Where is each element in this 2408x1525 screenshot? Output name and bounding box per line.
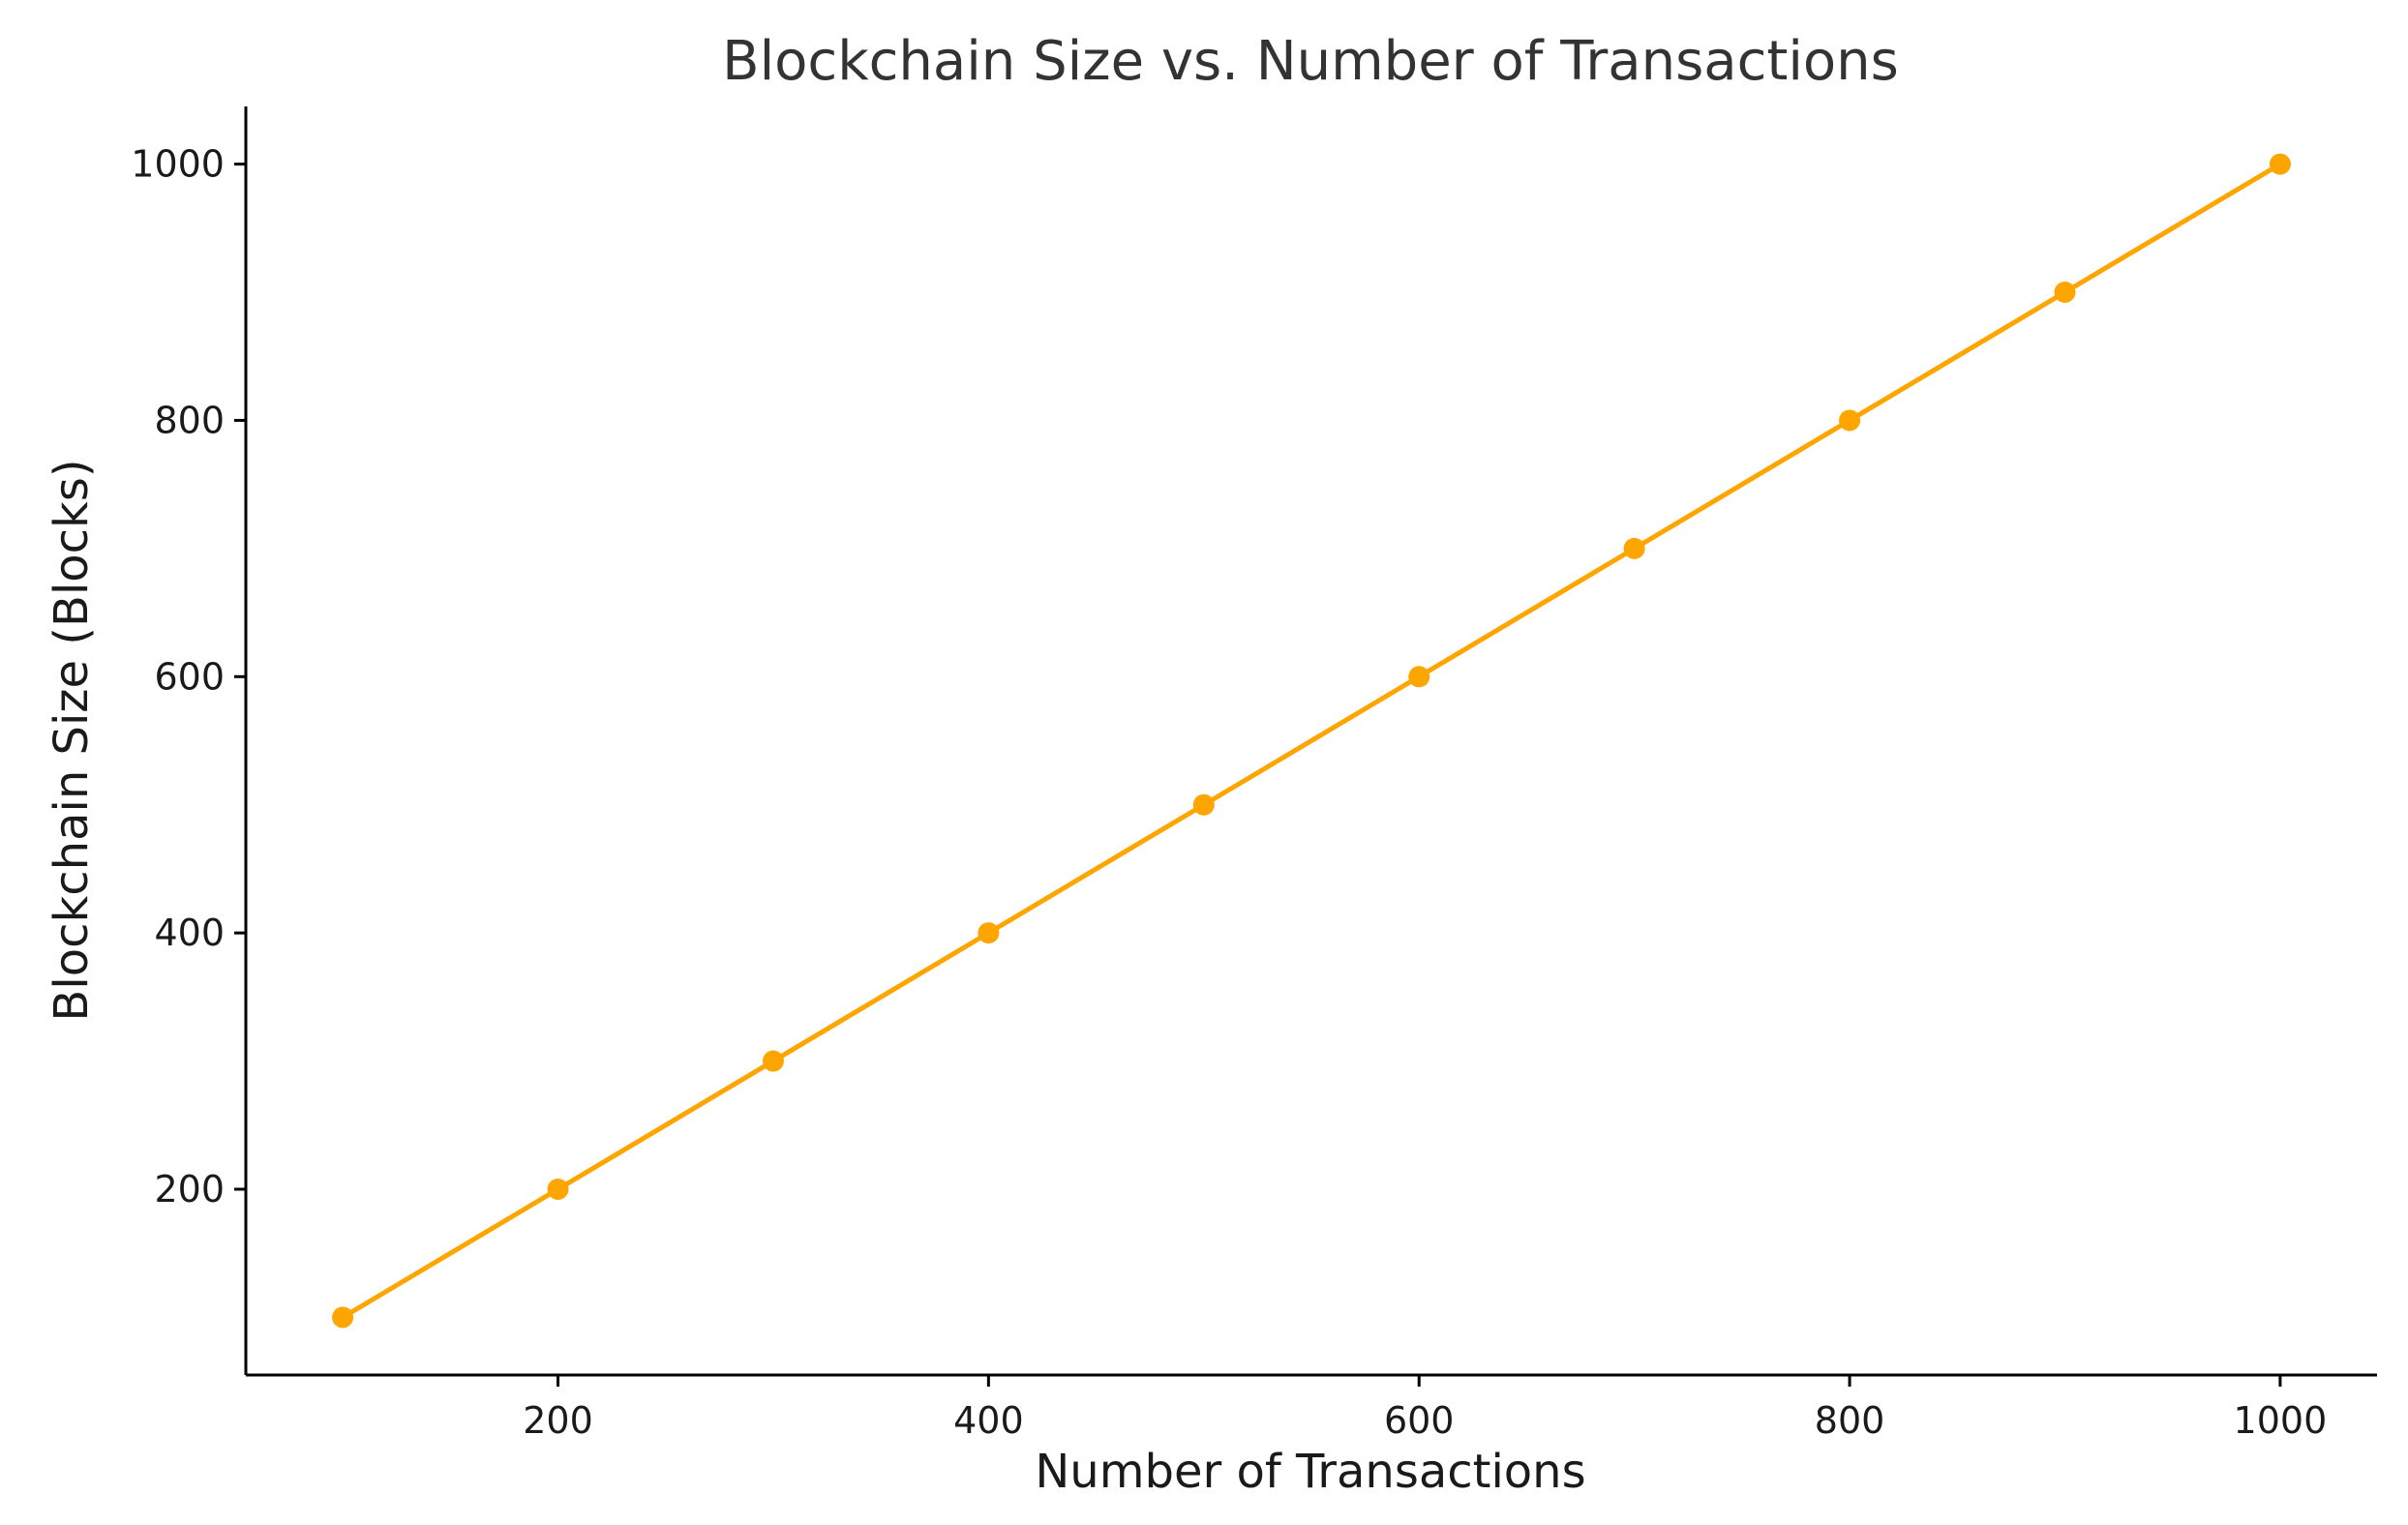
data-point: [1192, 793, 1215, 816]
data-point: [547, 1178, 569, 1200]
y-tick-label: 600: [154, 655, 225, 698]
y-axis-ticks: 200 400 600 800 1000: [131, 143, 246, 1211]
data-point: [1408, 666, 1430, 688]
x-tick-label: 400: [953, 1399, 1024, 1442]
y-tick-label: 400: [154, 912, 225, 954]
x-axis-label: Number of Transactions: [1035, 1445, 1585, 1499]
x-tick-label: 800: [1815, 1399, 1885, 1442]
data-point: [762, 1050, 784, 1072]
y-tick-label: 1000: [131, 143, 225, 186]
y-tick-label: 200: [154, 1168, 225, 1211]
data-point: [978, 922, 1000, 944]
data-point: [2269, 153, 2291, 175]
data-point: [1623, 537, 1645, 559]
data-point: [332, 1306, 354, 1329]
series-line: [341, 162, 2282, 1320]
chart-title: Blockchain Size vs. Number of Transactio…: [722, 30, 1899, 93]
data-point: [1839, 409, 1861, 432]
data-point: [2054, 282, 2076, 304]
x-tick-label: 200: [523, 1399, 593, 1442]
x-axis-ticks: 200 400 600 800 1000: [523, 1375, 2327, 1442]
plot-area: [332, 153, 2291, 1329]
y-tick-label: 800: [154, 399, 225, 441]
x-tick-label: 1000: [2234, 1399, 2328, 1442]
x-tick-label: 600: [1384, 1399, 1455, 1442]
y-axis-label: Blockchain Size (Blocks): [45, 459, 99, 1021]
